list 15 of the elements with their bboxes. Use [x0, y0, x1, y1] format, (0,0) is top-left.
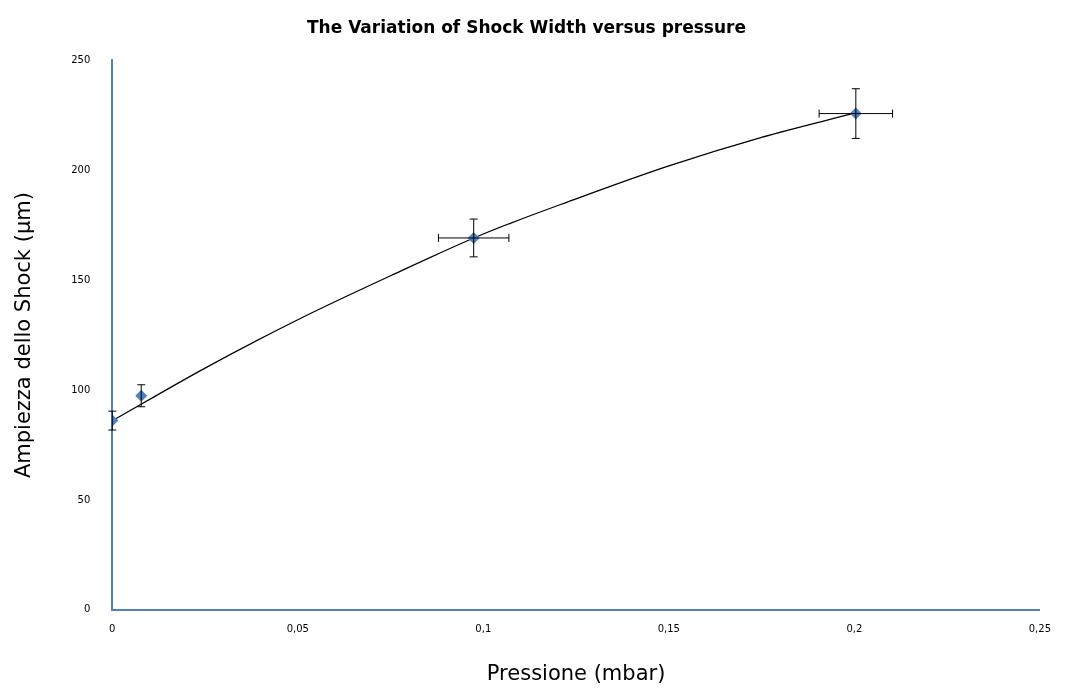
y-axis-title: Ampiezza dello Shock (µm)	[11, 192, 36, 479]
y-tick-label: 150	[71, 273, 91, 285]
x-axis-title: Pressione (mbar)	[486, 660, 666, 685]
y-tick-label: 50	[77, 493, 91, 505]
x-tick-label: 0,25	[1028, 623, 1051, 635]
x-tick-label: 0,1	[475, 623, 492, 635]
y-tick-label: 250	[71, 53, 91, 65]
x-tick-label: 0,15	[657, 623, 680, 635]
x-tick-label: 0,05	[286, 623, 309, 635]
y-tick-label: 200	[71, 163, 91, 175]
y-tick-label: 0	[83, 603, 91, 615]
y-tick-label: 100	[71, 383, 91, 395]
x-tick-label: 0	[109, 623, 116, 635]
chart-title: The Variation of Shock Width versus pressure	[307, 16, 746, 37]
x-tick-label: 0,2	[846, 623, 863, 635]
